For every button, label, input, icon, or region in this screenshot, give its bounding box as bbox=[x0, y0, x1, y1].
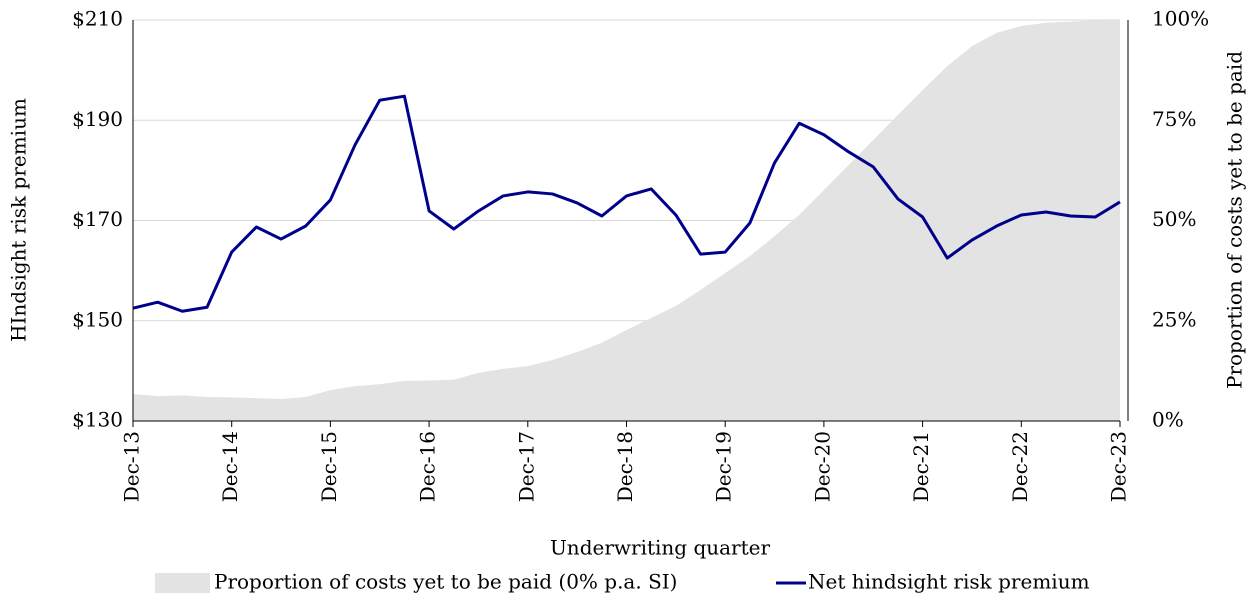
y-tick-label: $190 bbox=[72, 107, 123, 131]
x-tick-label: Dec-20 bbox=[810, 431, 834, 502]
y-tick-label: $150 bbox=[72, 307, 123, 331]
x-tick-label: Dec-13 bbox=[120, 431, 144, 502]
x-tick-label: Dec-17 bbox=[514, 431, 538, 502]
y2-tick-label: 25% bbox=[1152, 307, 1196, 331]
x-tick-label: Dec-21 bbox=[909, 431, 933, 502]
y2-tick-label: 75% bbox=[1152, 107, 1196, 131]
line bbox=[132, 94, 1121, 313]
x-axis-title: Underwriting quarter bbox=[550, 536, 771, 560]
y2-tick-label: 0% bbox=[1152, 408, 1184, 432]
x-tick-label: Dec-15 bbox=[317, 431, 341, 502]
area bbox=[133, 20, 1120, 421]
y2-tick-label: 100% bbox=[1152, 7, 1209, 31]
x-tick-label: Dec-16 bbox=[416, 431, 440, 502]
y-tick-label: $130 bbox=[72, 408, 123, 432]
x-tick-label: Dec-14 bbox=[218, 431, 242, 502]
y2-tick-label: 50% bbox=[1152, 207, 1196, 231]
y-tick-label: $210 bbox=[72, 7, 123, 31]
y-tick-label: $170 bbox=[72, 207, 123, 231]
y2-axis-title: Proportion of costs yet to be paid bbox=[1223, 51, 1247, 389]
legend-label: Proportion of costs yet to be paid (0% p… bbox=[214, 570, 677, 594]
x-tick-label: Dec-18 bbox=[613, 431, 637, 502]
x-tick-label: Dec-19 bbox=[712, 431, 736, 502]
x-tick-label: Dec-23 bbox=[1107, 431, 1131, 502]
x-tick-label: Dec-22 bbox=[1008, 431, 1032, 502]
y-axis-title: HIndsight risk premium bbox=[7, 98, 31, 342]
legend-swatch bbox=[155, 573, 210, 593]
legend-label: Net hindsight risk premium bbox=[808, 570, 1090, 594]
